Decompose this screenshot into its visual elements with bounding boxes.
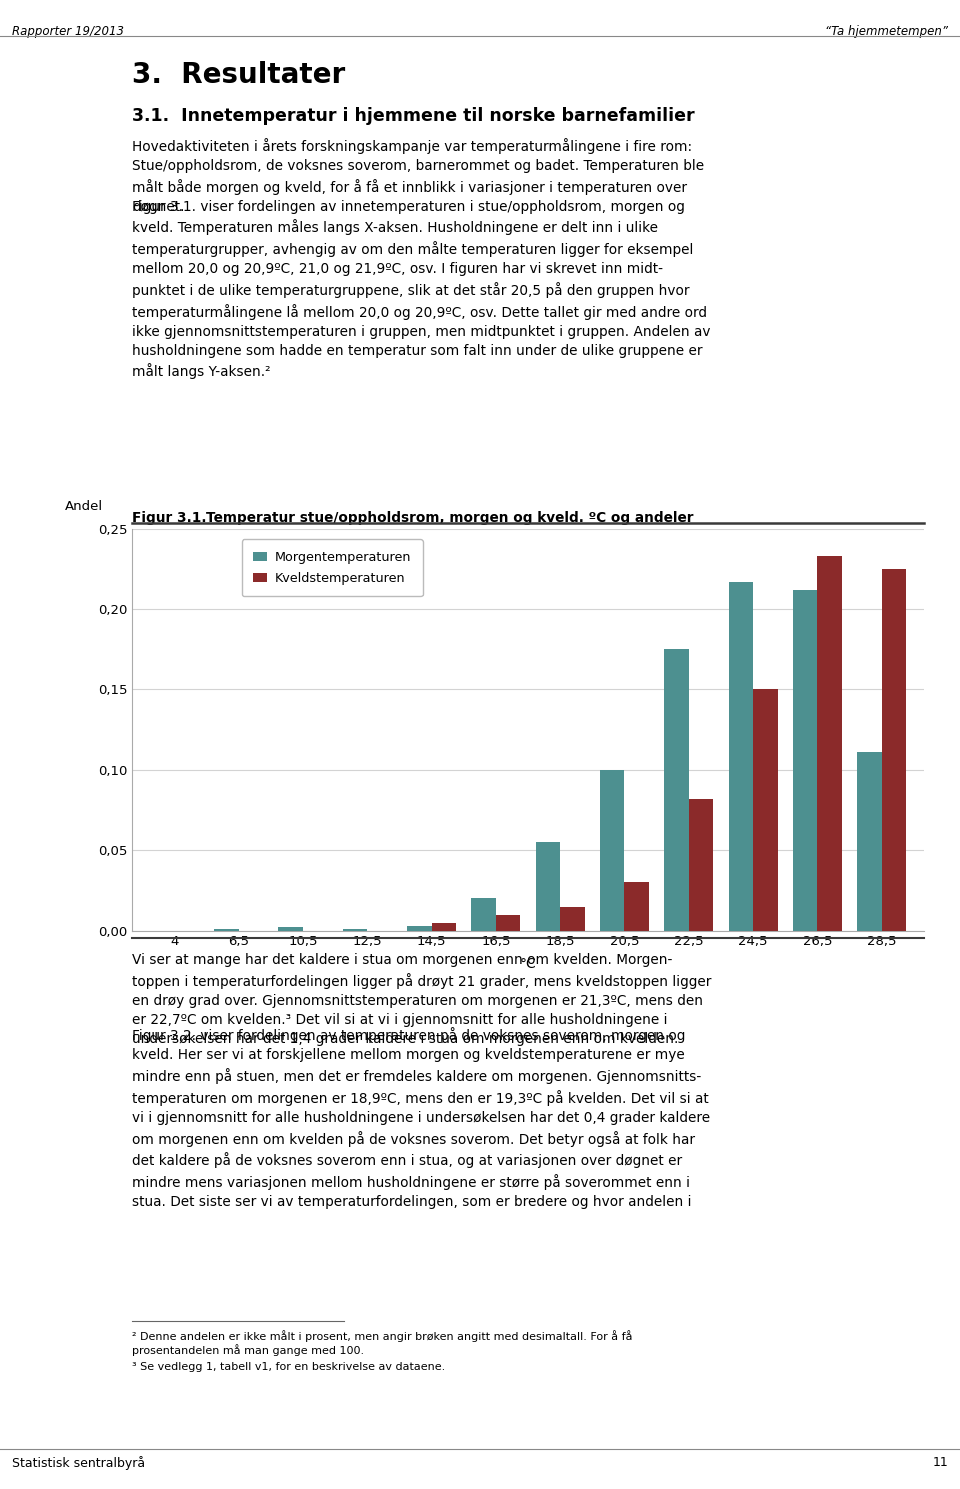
Bar <box>729 582 753 931</box>
Bar <box>343 929 368 931</box>
Text: Andel: Andel <box>65 499 104 512</box>
Text: Vi ser at mange har det kaldere i stua om morgenen enn om kvelden. Morgen-
toppe: Vi ser at mange har det kaldere i stua o… <box>132 953 712 1045</box>
Text: 3.  Resultater: 3. Resultater <box>132 61 346 89</box>
Bar <box>624 883 649 931</box>
Bar <box>214 929 239 931</box>
Bar <box>753 689 778 931</box>
Text: ² Denne andelen er ikke målt i prosent, men angir brøken angitt med desimaltall.: ² Denne andelen er ikke målt i prosent, … <box>132 1330 633 1342</box>
Text: 11: 11 <box>933 1456 948 1470</box>
Bar <box>600 770 624 931</box>
Bar <box>664 649 688 931</box>
Legend: Morgentemperaturen, Kveldstemperaturen: Morgentemperaturen, Kveldstemperaturen <box>242 539 423 596</box>
Bar <box>432 923 456 931</box>
Bar <box>881 569 906 931</box>
Bar <box>496 914 520 931</box>
Bar <box>793 590 817 931</box>
Bar <box>471 898 496 931</box>
Text: Figur 3.1. viser fordelingen av innetemperaturen i stue/oppholdsrom, morgen og
k: Figur 3.1. viser fordelingen av innetemp… <box>132 200 711 380</box>
Bar <box>817 555 842 931</box>
Text: “Ta hjemmetempen”: “Ta hjemmetempen” <box>826 24 948 37</box>
Bar <box>560 907 585 931</box>
Bar <box>536 843 560 931</box>
Text: Temperatur stue/oppholdsrom, morgen og kveld. ºC og andeler: Temperatur stue/oppholdsrom, morgen og k… <box>206 511 694 526</box>
Text: ³ Se vedlegg 1, tabell v1, for en beskrivelse av dataene.: ³ Se vedlegg 1, tabell v1, for en beskri… <box>132 1362 445 1373</box>
Bar <box>278 928 303 931</box>
Text: 3.1.  Innetemperatur i hjemmene til norske barnefamilier: 3.1. Innetemperatur i hjemmene til norsk… <box>132 107 695 125</box>
Bar <box>857 752 881 931</box>
Bar <box>688 798 713 931</box>
X-axis label: °C: °C <box>519 957 537 971</box>
Text: Rapporter 19/2013: Rapporter 19/2013 <box>12 24 124 37</box>
Text: Figur 3.2. viser fordelingen av temperaturen på de voksnes soverom, morgen og
kv: Figur 3.2. viser fordelingen av temperat… <box>132 1027 710 1209</box>
Text: Figur 3.1.: Figur 3.1. <box>132 511 207 526</box>
Bar <box>407 926 432 931</box>
Text: Hovedaktiviteten i årets forskningskampanje var temperaturmålingene i fire rom:
: Hovedaktiviteten i årets forskningskampa… <box>132 138 705 214</box>
Text: Statistisk sentralbyrå: Statistisk sentralbyrå <box>12 1456 145 1470</box>
Text: prosentandelen må man gange med 100.: prosentandelen må man gange med 100. <box>132 1345 365 1356</box>
